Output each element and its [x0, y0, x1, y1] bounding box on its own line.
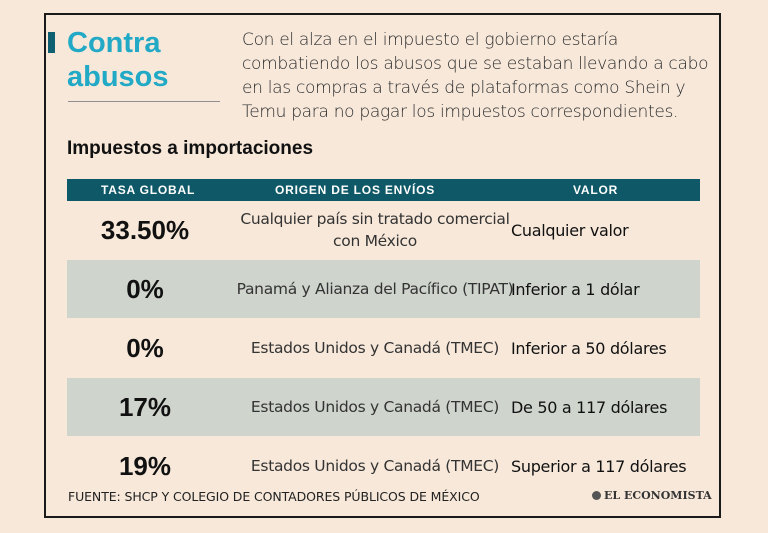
table-header: TASA GLOBAL ORIGEN DE LOS ENVÍOS VALOR: [67, 179, 700, 201]
rate-cell: 19%: [118, 450, 172, 481]
rate-cell: 0%: [126, 332, 164, 363]
table-row: 17% Estados Unidos y Canadá (TMEC) De 50…: [67, 378, 700, 436]
column-header-origin: ORIGEN DE LOS ENVÍOS: [275, 183, 436, 197]
title-divider: [68, 101, 220, 102]
table-row: 0% Panamá y Alianza del Pacífico (TIPAT)…: [67, 260, 700, 318]
infographic-frame: [44, 13, 721, 518]
column-header-value: VALOR: [573, 183, 619, 197]
rate-cell: 0%: [126, 273, 164, 304]
title-line-1: Contra: [67, 27, 161, 59]
value-cell: Cualquier valor: [511, 220, 629, 240]
intro-paragraph: Con el alza en el impuesto el gobierno e…: [242, 30, 709, 122]
origin-cell: Estados Unidos y Canadá (TMEC): [250, 398, 500, 416]
table-row: 33.50% Cualquier país sin tratado comerc…: [67, 201, 700, 259]
value-cell: De 50 a 117 dólares: [511, 397, 668, 417]
value-cell: Superior a 117 dólares: [511, 456, 687, 476]
table-heading: Impuestos a importaciones: [67, 138, 314, 159]
rate-cell: 33.50%: [100, 214, 190, 245]
origin-cell: Estados Unidos y Canadá (TMEC): [250, 457, 500, 475]
table-row: 0% Estados Unidos y Canadá (TMEC) Inferi…: [67, 319, 700, 377]
source-note: FUENTE: SHCP Y COLEGIO DE CONTADORES PÚB…: [68, 489, 480, 504]
logo-mark-icon: [592, 491, 601, 500]
table-row: 19% Estados Unidos y Canadá (TMEC) Super…: [67, 437, 700, 495]
origin-cell: Estados Unidos y Canadá (TMEC): [250, 339, 500, 357]
value-cell: Inferior a 1 dólar: [511, 279, 640, 299]
rate-cell: 17%: [118, 391, 172, 422]
origin-cell: Cualquier país sin tratado comercial con…: [240, 210, 510, 250]
title-line-2: abusos: [67, 61, 169, 93]
origin-cell: Panamá y Alianza del Pacífico (TIPAT): [236, 280, 514, 298]
page-title: Contra abusos: [67, 26, 169, 94]
value-cell: Inferior a 50 dólares: [511, 338, 667, 358]
publisher-logo: EL ECONOMISTA: [592, 489, 712, 502]
title-accent-bar: [48, 32, 55, 53]
column-header-rate: TASA GLOBAL: [101, 183, 196, 197]
publisher-name: EL ECONOMISTA: [604, 489, 712, 502]
